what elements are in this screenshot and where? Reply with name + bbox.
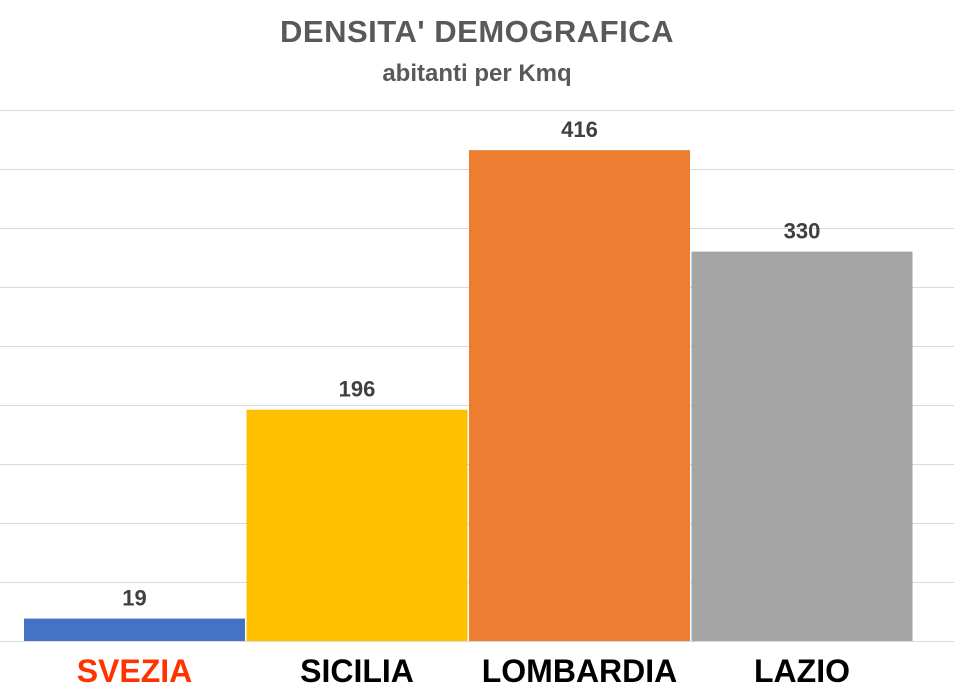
data-label-svezia: 19: [122, 586, 146, 611]
category-label-lombardia: LOMBARDIA: [482, 653, 678, 689]
chart-title: DENSITA' DEMOGRAFICA: [280, 14, 674, 49]
data-label-lazio: 330: [784, 219, 821, 244]
data-label-lombardia: 416: [561, 117, 598, 142]
chart-subtitle: abitanti per Kmq: [382, 60, 572, 87]
category-label-sicilia: SICILIA: [300, 653, 414, 689]
data-labels: 19 196 416 330: [122, 117, 820, 610]
category-label-svezia: SVEZIA: [77, 653, 193, 689]
bar-lombardia: [469, 150, 690, 641]
category-labels: SVEZIA SICILIA LOMBARDIA LAZIO: [77, 653, 850, 689]
bar-sicilia: [246, 409, 468, 641]
bar-lazio: [691, 251, 913, 641]
bars: [24, 150, 913, 641]
data-label-sicilia: 196: [339, 377, 376, 402]
bar-svezia: [24, 618, 245, 641]
category-label-lazio: LAZIO: [754, 653, 850, 689]
